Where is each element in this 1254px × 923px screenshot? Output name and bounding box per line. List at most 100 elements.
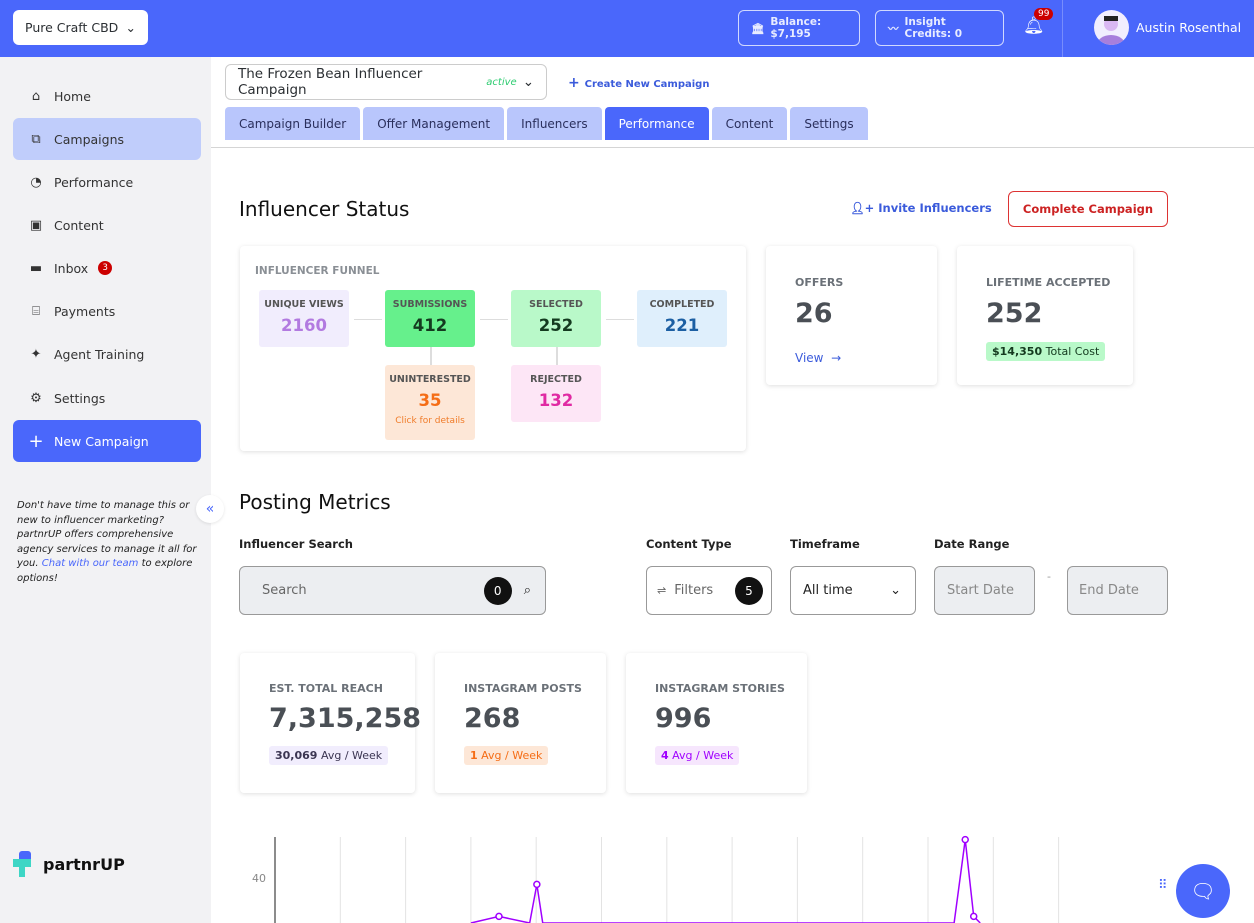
lifetime-label: LIFETIME ACCEPTED <box>986 276 1111 289</box>
end-date-input[interactable]: End Date <box>1067 566 1168 615</box>
sidebar-item-payments[interactable]: ⌸ Payments <box>13 290 201 332</box>
funnel-rejected[interactable]: REJECTED 132 <box>511 365 601 422</box>
drag-handle-icon[interactable]: ⠿ <box>1158 878 1167 893</box>
sidebar-item-agent-training[interactable]: ✦ Agent Training <box>13 333 201 375</box>
invite-influencers-button[interactable]: 👤︎+ Invite Influencers <box>850 201 992 215</box>
pie-chart-icon: ◔ <box>30 174 42 190</box>
tab-influencers[interactable]: Influencers <box>507 107 602 140</box>
stories-label: INSTAGRAM STORIES <box>655 682 785 695</box>
funnel-selected[interactable]: SELECTED 252 <box>511 290 601 347</box>
nav-label: Agent Training <box>54 346 145 362</box>
gear-icon: ⚙ <box>30 390 42 406</box>
content-type-filter[interactable]: ⇌ Filters 5 <box>646 566 772 615</box>
reach-avg-badge: 30,069 Avg / Week <box>269 746 389 765</box>
plus-icon: + <box>28 430 44 452</box>
data-point <box>969 912 978 921</box>
divider <box>211 147 1254 148</box>
balance-button[interactable]: 🏛 Balance: $7,195 <box>738 10 860 46</box>
chat-support-button[interactable]: 🗨︎ <box>1176 864 1230 918</box>
funnel-step-value: 412 <box>412 316 448 335</box>
funnel-step-value: 2160 <box>281 316 327 335</box>
reach-label: EST. TOTAL REACH <box>269 682 383 695</box>
y-tick-label: 40 <box>252 872 266 885</box>
funnel-completed[interactable]: COMPLETED 221 <box>637 290 727 347</box>
sidebar-item-content[interactable]: ▣ Content <box>13 204 201 246</box>
home-icon: ⌂ <box>31 88 41 104</box>
offers-view-link[interactable]: View → <box>795 351 841 365</box>
insight-credits-button[interactable]: 〰 Insight Credits: 0 <box>875 10 1004 46</box>
invite-label: Invite Influencers <box>878 201 992 215</box>
sidebar-item-home[interactable]: ⌂ Home <box>13 75 201 117</box>
tab-campaign-builder[interactable]: Campaign Builder <box>225 107 361 140</box>
nav-label: Campaigns <box>54 131 125 147</box>
collapse-sidebar-icon[interactable]: « <box>196 495 224 523</box>
sidebar-item-settings[interactable]: ⚙ Settings <box>13 377 201 419</box>
reach-card <box>240 653 415 793</box>
image-icon: ▣ <box>29 217 43 233</box>
posts-avg-badge: 1 Avg / Week <box>464 746 549 765</box>
funnel-uninterested[interactable]: UNINTERESTED 35 Click for details <box>385 365 475 440</box>
search-placeholder: Search <box>262 583 307 598</box>
tab-offer-management[interactable]: Offer Management <box>363 107 505 140</box>
tab-performance[interactable]: Performance <box>604 107 709 140</box>
sliders-icon: ⇌ <box>657 584 667 597</box>
bell-icon[interactable]: 🔔︎ <box>1023 16 1045 36</box>
complete-campaign-button[interactable]: Complete Campaign <box>1008 191 1168 227</box>
avg-label: Avg / Week <box>320 749 383 762</box>
campaign-name: The Frozen Bean Influencer Campaign <box>238 66 423 98</box>
influencer-search-label: Influencer Search <box>239 537 353 551</box>
date-separator: - <box>1047 570 1051 583</box>
timeframe-select[interactable]: All time ⌄ <box>790 566 916 615</box>
avg-label: Avg / Week <box>481 749 543 762</box>
connector <box>556 347 558 365</box>
stories-avg-badge: 4 Avg / Week <box>655 746 740 765</box>
start-date-input[interactable]: Start Date <box>934 566 1035 615</box>
logo-text: partnrUP <box>43 854 125 874</box>
funnel-submissions[interactable]: SUBMISSIONS 412 <box>385 290 475 347</box>
funnel-step-label: COMPLETED <box>649 299 715 310</box>
create-new-campaign-link[interactable]: + Create New Campaign <box>568 75 709 91</box>
campaign-status: active <box>486 76 517 88</box>
lifetime-accepted-card <box>957 246 1133 385</box>
new-campaign-button[interactable]: + New Campaign <box>13 420 201 462</box>
tab-settings[interactable]: Settings <box>790 107 868 140</box>
insight-credits-label: Insight Credits: 0 <box>904 16 963 40</box>
funnel-unique-views[interactable]: UNIQUE VIEWS 2160 <box>259 290 349 347</box>
instagram-stories-card <box>626 653 807 793</box>
divider <box>1062 0 1063 57</box>
funnel-step-label: SELECTED <box>529 299 583 310</box>
search-icon[interactable]: ⌕ <box>523 583 531 598</box>
partnrup-logo: partnrUP <box>13 851 125 877</box>
promo-text: Don't have time to manage this or new to… <box>17 500 197 569</box>
balance-label: Balance: $7,195 <box>770 16 822 40</box>
view-label: View <box>795 351 824 365</box>
total-cost-value: $14,350 <box>992 345 1043 358</box>
chat-with-team-link[interactable]: Chat with our team <box>41 558 139 569</box>
inbox-badge: 3 <box>98 261 113 275</box>
sidebar-item-inbox[interactable]: ▬ Inbox 3 <box>13 247 201 289</box>
chevron-down-icon: ⌄ <box>125 20 136 35</box>
campaign-select[interactable]: The Frozen Bean Influencer Campaign activ… <box>225 64 547 100</box>
user-name[interactable]: Austin Rosenthal <box>1136 20 1242 35</box>
nav-label: Settings <box>54 390 106 406</box>
timeframe-label: Timeframe <box>790 537 860 551</box>
start-date-placeholder: Start Date <box>947 583 1014 598</box>
tab-content[interactable]: Content <box>711 107 788 140</box>
chart-search-icon: 〰 <box>888 22 899 35</box>
offers-label: OFFERS <box>795 276 844 289</box>
influencer-search-input[interactable]: Search 0 ⌕ <box>239 566 546 615</box>
sidebar-item-campaigns[interactable]: ⧉ Campaigns <box>13 118 201 160</box>
add-user-icon: 👤︎+ <box>850 201 879 215</box>
brand-select[interactable]: Pure Craft CBD ⌄ <box>13 10 148 45</box>
sidebar-item-performance[interactable]: ◔ Performance <box>13 161 201 203</box>
nav-label: Payments <box>54 303 116 319</box>
avatar[interactable] <box>1094 10 1129 45</box>
posts-label: INSTAGRAM POSTS <box>464 682 582 695</box>
click-for-details-link[interactable]: Click for details <box>395 416 465 426</box>
funnel-step-value: 35 <box>418 391 442 410</box>
timeframe-value: All time <box>803 583 853 598</box>
funnel-step-label: UNIQUE VIEWS <box>264 299 344 310</box>
campaign-tabs: Campaign Builder Offer Management Influe… <box>225 107 868 140</box>
funnel-step-value: 132 <box>538 391 574 410</box>
nav-label: Inbox <box>54 260 89 276</box>
